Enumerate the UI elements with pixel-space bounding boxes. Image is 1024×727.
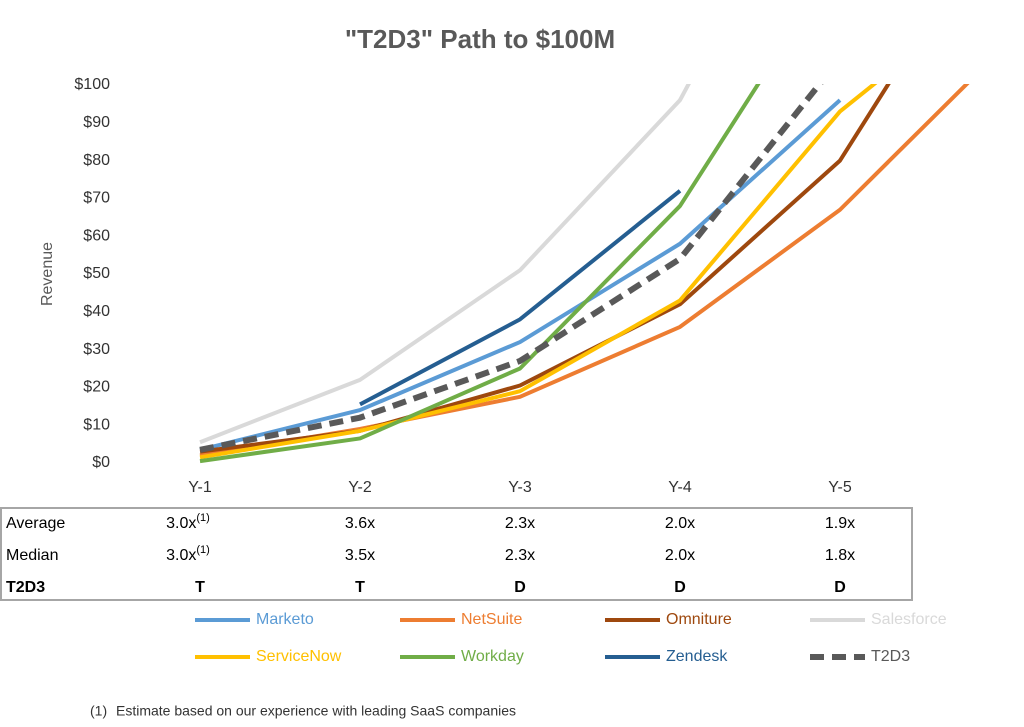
row-label: Median [6, 547, 58, 564]
cell-text: 2.3x [505, 515, 535, 532]
row-label: T2D3 [6, 579, 45, 596]
legend-label: T2D3 [871, 648, 910, 665]
y-tick-label: $0 [92, 454, 110, 471]
y-tick-label: $90 [83, 114, 110, 131]
row-label: Average [6, 515, 65, 532]
y-tick-label: $60 [83, 227, 110, 244]
plot-lines [199, 84, 970, 464]
legend-label: Salesforce [871, 611, 947, 628]
cell-text: 2.3x [505, 547, 535, 564]
y-tick-label: $20 [83, 379, 110, 396]
table-cell: 2.3x [505, 547, 535, 564]
table-cell: 2.3x [505, 515, 535, 532]
cell-text: 2.0x [665, 515, 695, 532]
x-tick-label: Y-1 [188, 479, 212, 496]
x-tick-label: Y-4 [668, 479, 692, 496]
cell-text: T [195, 579, 205, 596]
series-line [199, 84, 878, 460]
legend-label: Workday [461, 648, 524, 665]
series-line [199, 84, 891, 454]
chart-title: "T2D3" Path to $100M [345, 24, 615, 54]
legend-label: Zendesk [666, 648, 728, 665]
cell-text: 2.0x [665, 547, 695, 564]
table-cell: T [195, 579, 205, 596]
legend-label: Marketo [256, 611, 314, 628]
cell-text: T [355, 579, 365, 596]
y-tick-label: $40 [83, 303, 110, 320]
table-cell: D [834, 579, 846, 596]
x-tick-label: Y-3 [508, 479, 532, 496]
cell-text: 3.5x [345, 547, 375, 564]
cell-text: 3.0x [166, 515, 196, 532]
y-tick-label: $10 [83, 416, 110, 433]
legend-label: NetSuite [461, 611, 522, 628]
footnote-text: Estimate based on our experience with le… [116, 703, 516, 719]
table-cell: D [514, 579, 526, 596]
y-tick-label: $80 [83, 152, 110, 169]
table-cell: 3.0x(1) [166, 544, 210, 564]
y-axis-title: Revenue [39, 242, 56, 306]
y-tick-label: $100 [74, 76, 110, 93]
table-cell: 3.5x [345, 547, 375, 564]
footnote-marker: (1) [90, 703, 107, 719]
cell-superscript: (1) [196, 544, 209, 556]
cell-superscript: (1) [196, 512, 209, 524]
y-tick-label: $70 [83, 190, 110, 207]
table-cell: 3.0x(1) [166, 512, 210, 532]
cell-text: D [514, 579, 526, 596]
x-tick-label: Y-2 [348, 479, 372, 496]
y-tick-label: $50 [83, 265, 110, 282]
series-line [199, 84, 761, 464]
x-tick-label: Y-5 [828, 479, 852, 496]
series-line [359, 189, 682, 407]
table-cell: 3.6x [345, 515, 375, 532]
legend-label: ServiceNow [256, 648, 342, 665]
table-border [0, 507, 913, 601]
series-line [199, 84, 691, 445]
table-cell: D [674, 579, 686, 596]
table-cell: 2.0x [665, 547, 695, 564]
y-tick-label: $30 [83, 341, 110, 358]
cell-text: 1.8x [825, 547, 855, 564]
cell-text: 1.9x [825, 515, 855, 532]
series-line [199, 84, 824, 453]
legend-label: Omniture [666, 611, 732, 628]
table-cell: T [355, 579, 365, 596]
table-cell: 1.8x [825, 547, 855, 564]
table-cell: 1.9x [825, 515, 855, 532]
cell-text: D [834, 579, 846, 596]
cell-text: 3.6x [345, 515, 375, 532]
table-cell: 2.0x [665, 515, 695, 532]
cell-text: D [674, 579, 686, 596]
cell-text: 3.0x [166, 547, 196, 564]
